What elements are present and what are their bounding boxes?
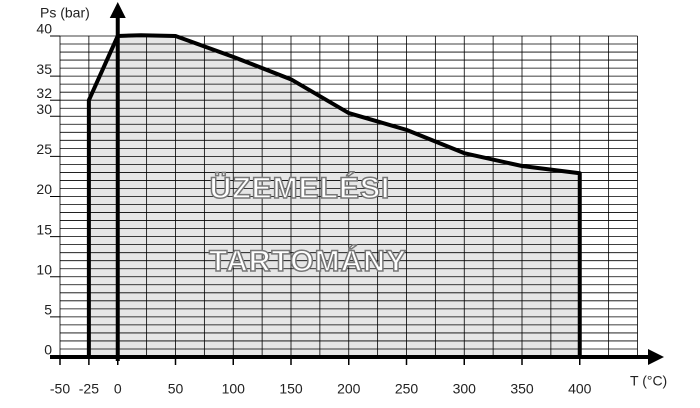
y-tick-label: 20 [36,181,52,197]
x-tick-label: -50 [50,381,70,397]
y-tick-label: 10 [36,261,52,277]
y-tick-label: 0 [44,342,52,358]
x-tick-label: 350 [510,381,534,397]
x-tick-label: 0 [114,381,122,397]
y-tick-label: 25 [36,141,52,157]
y-tick-label: 5 [44,302,52,318]
x-tick-label: 400 [568,381,592,397]
y-tick-label: 32 [36,85,52,101]
y-axis-label: Ps (bar) [40,5,90,21]
x-tick-label: 200 [337,381,361,397]
x-axis-arrow [648,349,664,365]
x-tick-label: -25 [79,381,99,397]
x-tick-label: 300 [453,381,477,397]
x-tick-label: 250 [395,381,419,397]
y-tick-label: 30 [36,101,52,117]
x-tick-label: 50 [168,381,184,397]
x-tick-label: 150 [279,381,303,397]
annotation: ÜZEMELÉSI [210,171,391,205]
annotation: TARTOMÁNY [209,244,407,278]
y-tick-label: 15 [36,221,52,237]
y-axis-arrow [109,2,126,18]
x-tick-label: 100 [222,381,246,397]
y-tick-label: 35 [36,61,52,77]
y-tick-label: 40 [36,21,52,37]
x-axis-label: T (°C) [630,373,667,389]
